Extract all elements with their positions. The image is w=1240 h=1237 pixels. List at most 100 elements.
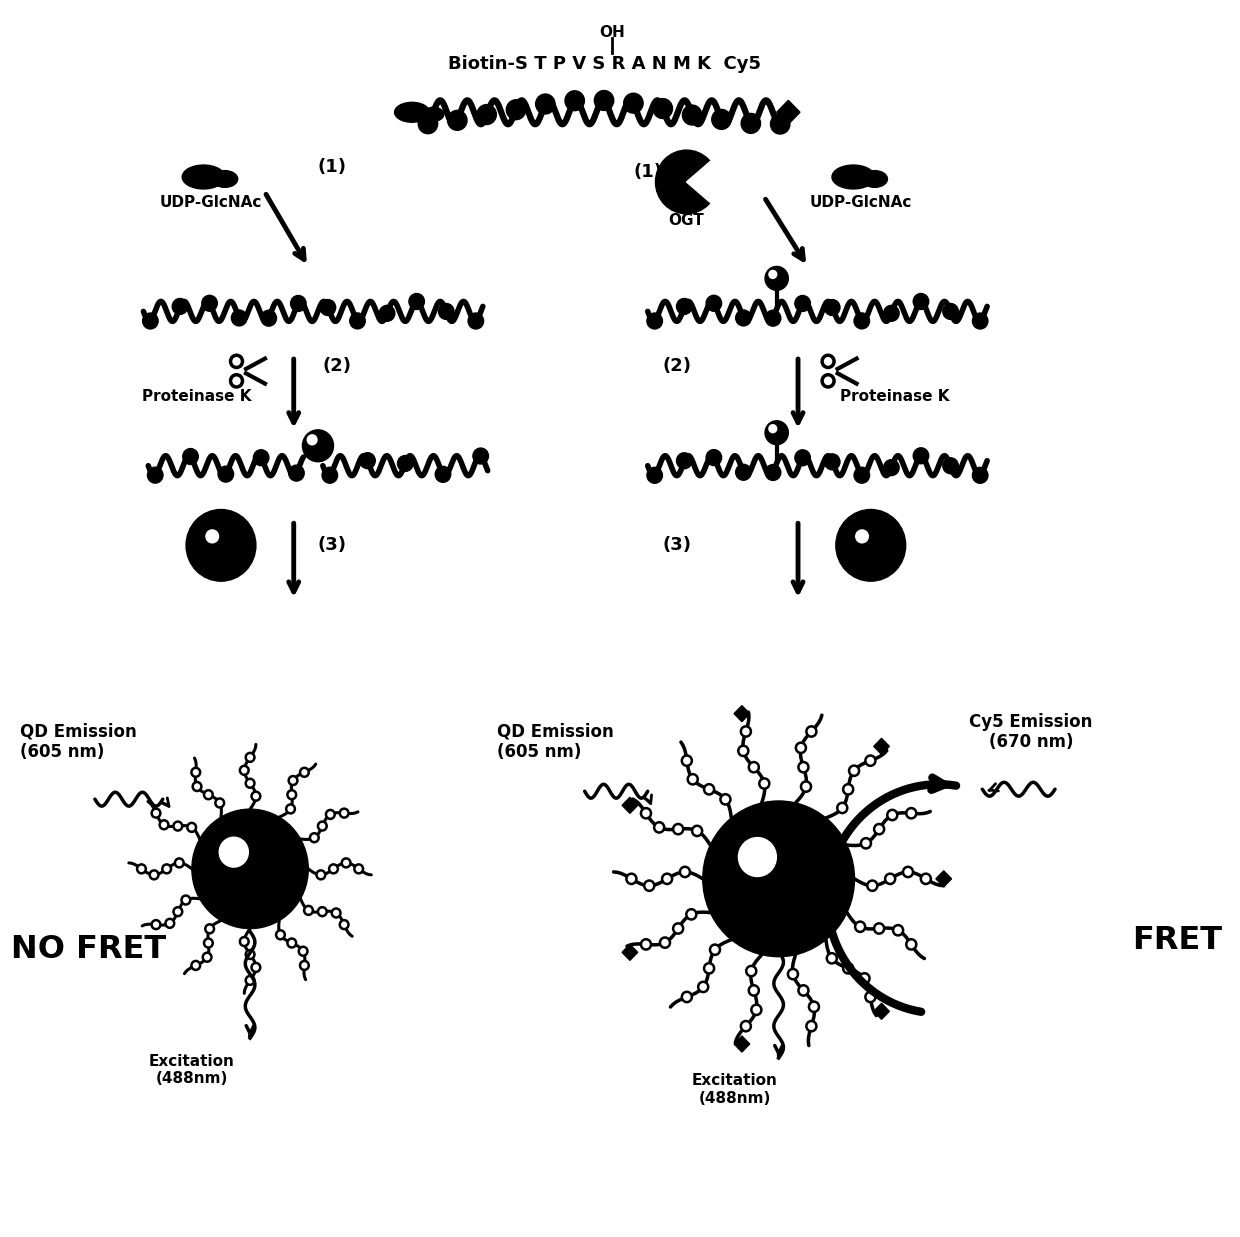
Circle shape xyxy=(288,939,296,948)
Circle shape xyxy=(706,449,722,465)
Circle shape xyxy=(884,460,899,475)
Ellipse shape xyxy=(212,171,238,187)
Text: Cy5 Emission
(670 nm): Cy5 Emission (670 nm) xyxy=(970,713,1092,751)
Circle shape xyxy=(205,790,213,799)
Circle shape xyxy=(854,313,869,329)
Circle shape xyxy=(825,454,839,470)
Circle shape xyxy=(310,834,319,842)
Circle shape xyxy=(662,873,672,884)
Circle shape xyxy=(740,1021,751,1032)
Circle shape xyxy=(322,468,337,484)
Circle shape xyxy=(795,296,811,312)
Circle shape xyxy=(317,821,326,830)
Circle shape xyxy=(711,945,720,955)
Text: Proteinase K: Proteinase K xyxy=(143,388,252,404)
Circle shape xyxy=(138,865,146,873)
Circle shape xyxy=(277,930,285,939)
Circle shape xyxy=(202,296,217,312)
Text: (3): (3) xyxy=(662,537,691,554)
Circle shape xyxy=(645,881,655,891)
Text: Excitation
(488nm): Excitation (488nm) xyxy=(149,1054,234,1086)
Circle shape xyxy=(827,954,837,964)
Circle shape xyxy=(316,871,325,880)
Circle shape xyxy=(673,923,683,934)
Circle shape xyxy=(232,310,247,325)
Circle shape xyxy=(641,808,651,819)
Circle shape xyxy=(506,100,526,120)
Circle shape xyxy=(843,784,853,794)
Circle shape xyxy=(206,529,218,543)
Circle shape xyxy=(746,966,756,976)
Circle shape xyxy=(216,798,224,808)
Text: Proteinase K: Proteinase K xyxy=(841,388,950,404)
Circle shape xyxy=(252,962,260,972)
Circle shape xyxy=(379,306,394,322)
Circle shape xyxy=(712,109,732,130)
Text: FRET: FRET xyxy=(1132,924,1223,955)
Wedge shape xyxy=(687,161,719,204)
Circle shape xyxy=(913,293,929,309)
Circle shape xyxy=(206,924,215,933)
Text: (1): (1) xyxy=(634,163,662,181)
Circle shape xyxy=(801,782,811,792)
Circle shape xyxy=(735,464,751,480)
Circle shape xyxy=(795,450,811,465)
Circle shape xyxy=(942,458,959,474)
Circle shape xyxy=(686,909,697,919)
Text: UDP-GlcNAc: UDP-GlcNAc xyxy=(160,195,263,210)
Circle shape xyxy=(286,804,295,814)
Circle shape xyxy=(874,824,884,834)
Circle shape xyxy=(739,837,776,877)
Text: QD Emission
(605 nm): QD Emission (605 nm) xyxy=(20,722,136,761)
Circle shape xyxy=(174,907,182,917)
Circle shape xyxy=(799,762,808,772)
Circle shape xyxy=(913,448,929,464)
Circle shape xyxy=(565,90,584,110)
Circle shape xyxy=(751,1004,761,1016)
Circle shape xyxy=(467,313,484,329)
Circle shape xyxy=(246,779,254,788)
Circle shape xyxy=(859,974,869,983)
Circle shape xyxy=(682,756,692,766)
Ellipse shape xyxy=(182,165,224,189)
Circle shape xyxy=(740,726,751,737)
Polygon shape xyxy=(874,1003,889,1019)
Circle shape xyxy=(329,865,337,873)
Circle shape xyxy=(765,421,789,444)
Polygon shape xyxy=(622,798,637,813)
Circle shape xyxy=(143,313,159,329)
Polygon shape xyxy=(734,1037,750,1051)
Circle shape xyxy=(536,94,556,114)
Circle shape xyxy=(340,809,348,818)
Circle shape xyxy=(673,824,683,834)
Circle shape xyxy=(866,992,875,1002)
Circle shape xyxy=(252,792,260,800)
Circle shape xyxy=(677,453,692,469)
Circle shape xyxy=(682,992,692,1002)
Circle shape xyxy=(350,313,366,329)
Circle shape xyxy=(304,905,312,915)
Circle shape xyxy=(759,778,769,789)
Circle shape xyxy=(867,881,878,891)
Circle shape xyxy=(765,465,781,480)
Circle shape xyxy=(340,920,348,929)
Circle shape xyxy=(448,110,467,130)
Text: OH: OH xyxy=(599,25,625,40)
Circle shape xyxy=(181,896,190,904)
Circle shape xyxy=(160,820,169,829)
Circle shape xyxy=(191,768,200,777)
Text: Biotin-S T P V S R A N M K  Cy5: Biotin-S T P V S R A N M K Cy5 xyxy=(448,54,760,73)
Circle shape xyxy=(435,466,450,482)
Circle shape xyxy=(174,821,182,830)
Circle shape xyxy=(253,450,269,465)
Text: (2): (2) xyxy=(322,357,352,375)
Circle shape xyxy=(151,920,160,929)
Circle shape xyxy=(874,923,884,934)
Circle shape xyxy=(191,961,200,970)
Circle shape xyxy=(409,293,424,309)
Circle shape xyxy=(837,803,847,813)
Circle shape xyxy=(806,1021,816,1032)
Circle shape xyxy=(720,794,730,804)
Text: NO FRET: NO FRET xyxy=(10,934,166,965)
Circle shape xyxy=(342,858,351,867)
